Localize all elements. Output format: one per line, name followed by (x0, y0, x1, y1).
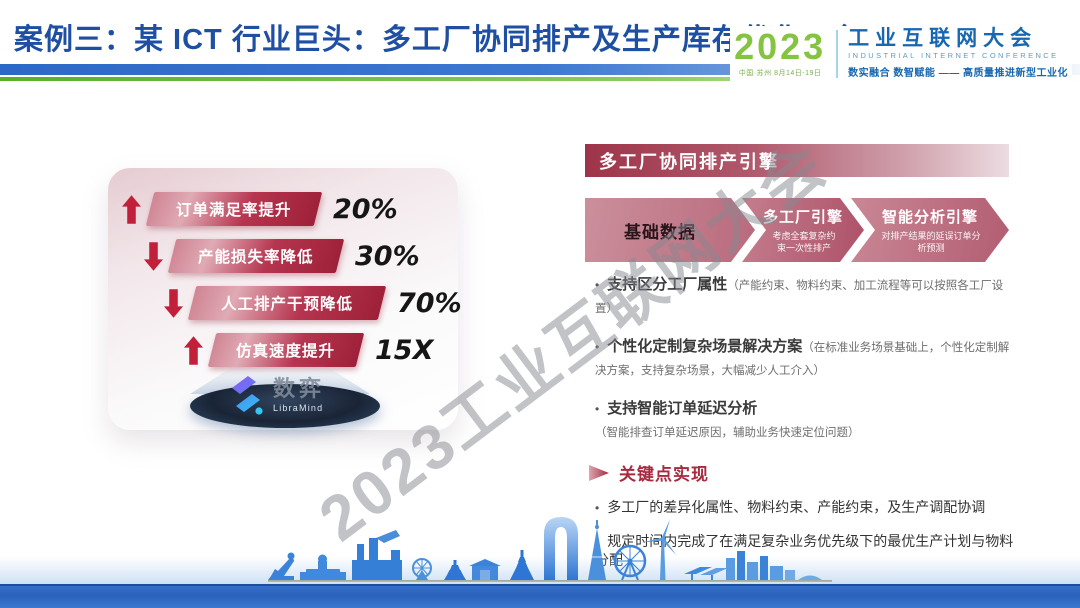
city-skyline-illustration (268, 517, 832, 582)
stat-row: 仿真速度提升 15X (184, 333, 433, 367)
key-point-text: 多工厂的差异化属性、物料约束、产能约束，及生产调配协调 (607, 499, 986, 515)
feature-item: • 支持区分工厂属性（产能约束、物料约束、加工流程等可以按照各工厂设置） (595, 274, 1017, 319)
stat-value: 70% (397, 287, 462, 319)
bullet-icon: • (595, 278, 600, 292)
bullet-icon: • (595, 340, 600, 354)
stat-row: 产能损失率降低 30% (144, 239, 420, 273)
stat-value: 20% (333, 193, 398, 225)
stat-band: 订单满足率提升 (145, 192, 323, 226)
stats-panel: 订单满足率提升 20% 产能损失率降低 30% 人工排产干预降低 70% 仿真速… (108, 168, 462, 430)
conference-logo: 2023 中国·苏州 8月14日-19日 工业互联网大会 INDUSTRIAL … (730, 26, 1072, 81)
stage-label: 基础数据 (624, 222, 696, 242)
key-point-arrow-icon (589, 464, 609, 481)
up-arrow-icon (122, 194, 141, 224)
key-points-title: 关键点实现 (619, 465, 709, 484)
stage-label: 智能分析引擎 (881, 208, 978, 226)
stat-row: 订单满足率提升 20% (122, 192, 398, 226)
logo-divider (836, 29, 839, 78)
down-arrow-icon (144, 241, 163, 271)
logo-tagline: 数实融合 数智赋能 —— 高质量推进新型工业化 (848, 68, 1068, 79)
bullet-icon: • (595, 501, 600, 515)
stat-band: 人工排产干预降低 (187, 286, 387, 320)
feature-item: • 支持智能订单延迟分析 （智能排查订单延迟原因，辅助业务快速定位问题） (595, 398, 1017, 443)
stage-chevron-basic-data: 基础数据 (585, 198, 755, 262)
feature-list: • 支持区分工厂属性（产能约束、物料约束、加工流程等可以按照各工厂设置） • 个性化… (589, 274, 1017, 585)
stat-value: 30% (355, 240, 420, 272)
stat-value: 15X (375, 334, 434, 366)
brand-text: 数弈 LibraMind (273, 375, 326, 413)
title-divider-green (0, 77, 1080, 81)
stage-label: 多工厂引擎 (762, 208, 843, 226)
platform-ellipse (190, 384, 380, 428)
engine-title: 多工厂协同排产引擎 (599, 151, 779, 172)
brand-logo: 数弈 LibraMind (226, 374, 325, 416)
feature-title: 个性化定制复杂场景解决方案 (607, 338, 803, 355)
feature-item: • 个性化定制复杂场景解决方案（在标准业务场景基础上，个性化定制解决方案，支持复杂… (595, 336, 1017, 381)
feature-desc: （在标准业务场景基础上，个性化定制解决方案，支持复杂场景，大幅减少人工介入） (595, 342, 1010, 377)
stat-row: 人工排产干预降低 70% (164, 286, 462, 320)
brand-subname: LibraMind (273, 402, 324, 413)
page-title: 案例三：某 ICT 行业巨头：多工厂协同排产及生产库存优化平台 (14, 24, 862, 56)
feature-desc: （智能排查订单延迟原因，辅助业务快速定位问题） (595, 426, 860, 439)
title-divider-blue (0, 64, 1080, 75)
logo-year: 2023 (734, 26, 827, 67)
stage-desc: 对排产结果的延误订单分析预测 (881, 230, 981, 253)
feature-desc: （产能约束、物料约束、加工流程等可以按照各工厂设置） (595, 280, 1004, 315)
footer-haze (0, 556, 1080, 584)
stage-chevron-intelligent-analysis-engine: 智能分析引擎 对排产结果的延误订单分析预测 (851, 198, 1009, 262)
key-points-header: 关键点实现 (589, 460, 1017, 485)
feature-title: 支持智能订单延迟分析 (607, 400, 758, 417)
stat-band: 仿真速度提升 (207, 333, 365, 367)
stat-label: 人工排产干预降低 (220, 296, 353, 313)
stage-desc: 考虑全套复杂约束一次性排产 (772, 230, 836, 253)
logo-venue: 中国·苏州 8月14日-19日 (738, 70, 822, 77)
stat-label: 产能损失率降低 (198, 249, 314, 266)
feature-title: 支持区分工厂属性 (607, 276, 728, 293)
engine-title-bar: 多工厂协同排产引擎 (585, 144, 1009, 177)
stat-band: 产能损失率降低 (167, 239, 345, 273)
down-arrow-icon (164, 288, 183, 318)
key-point-item: • 多工厂的差异化属性、物料约束、产能约束，及生产调配协调 (595, 498, 1017, 518)
stage-chevron-multifactory-engine: 多工厂引擎 考虑全套复杂约束一次性排产 (742, 198, 864, 262)
conference-logo-year-block: 2023 中国·苏州 8月14日-19日 (734, 29, 826, 78)
stat-label: 订单满足率提升 (176, 202, 292, 219)
brand-name: 数弈 (273, 375, 326, 401)
stat-label: 仿真速度提升 (236, 343, 336, 360)
bullet-icon: • (595, 402, 600, 416)
conference-logo-name-block: 工业互联网大会 INDUSTRIAL INTERNET CONFERENCE 数… (848, 28, 1068, 79)
brand-logo-icon (232, 376, 263, 415)
logo-name-en: INDUSTRIAL INTERNET CONFERENCE (848, 51, 1059, 60)
up-arrow-icon (184, 335, 203, 365)
logo-name-cn: 工业互联网大会 (848, 27, 1038, 50)
footer-band (0, 584, 1080, 608)
